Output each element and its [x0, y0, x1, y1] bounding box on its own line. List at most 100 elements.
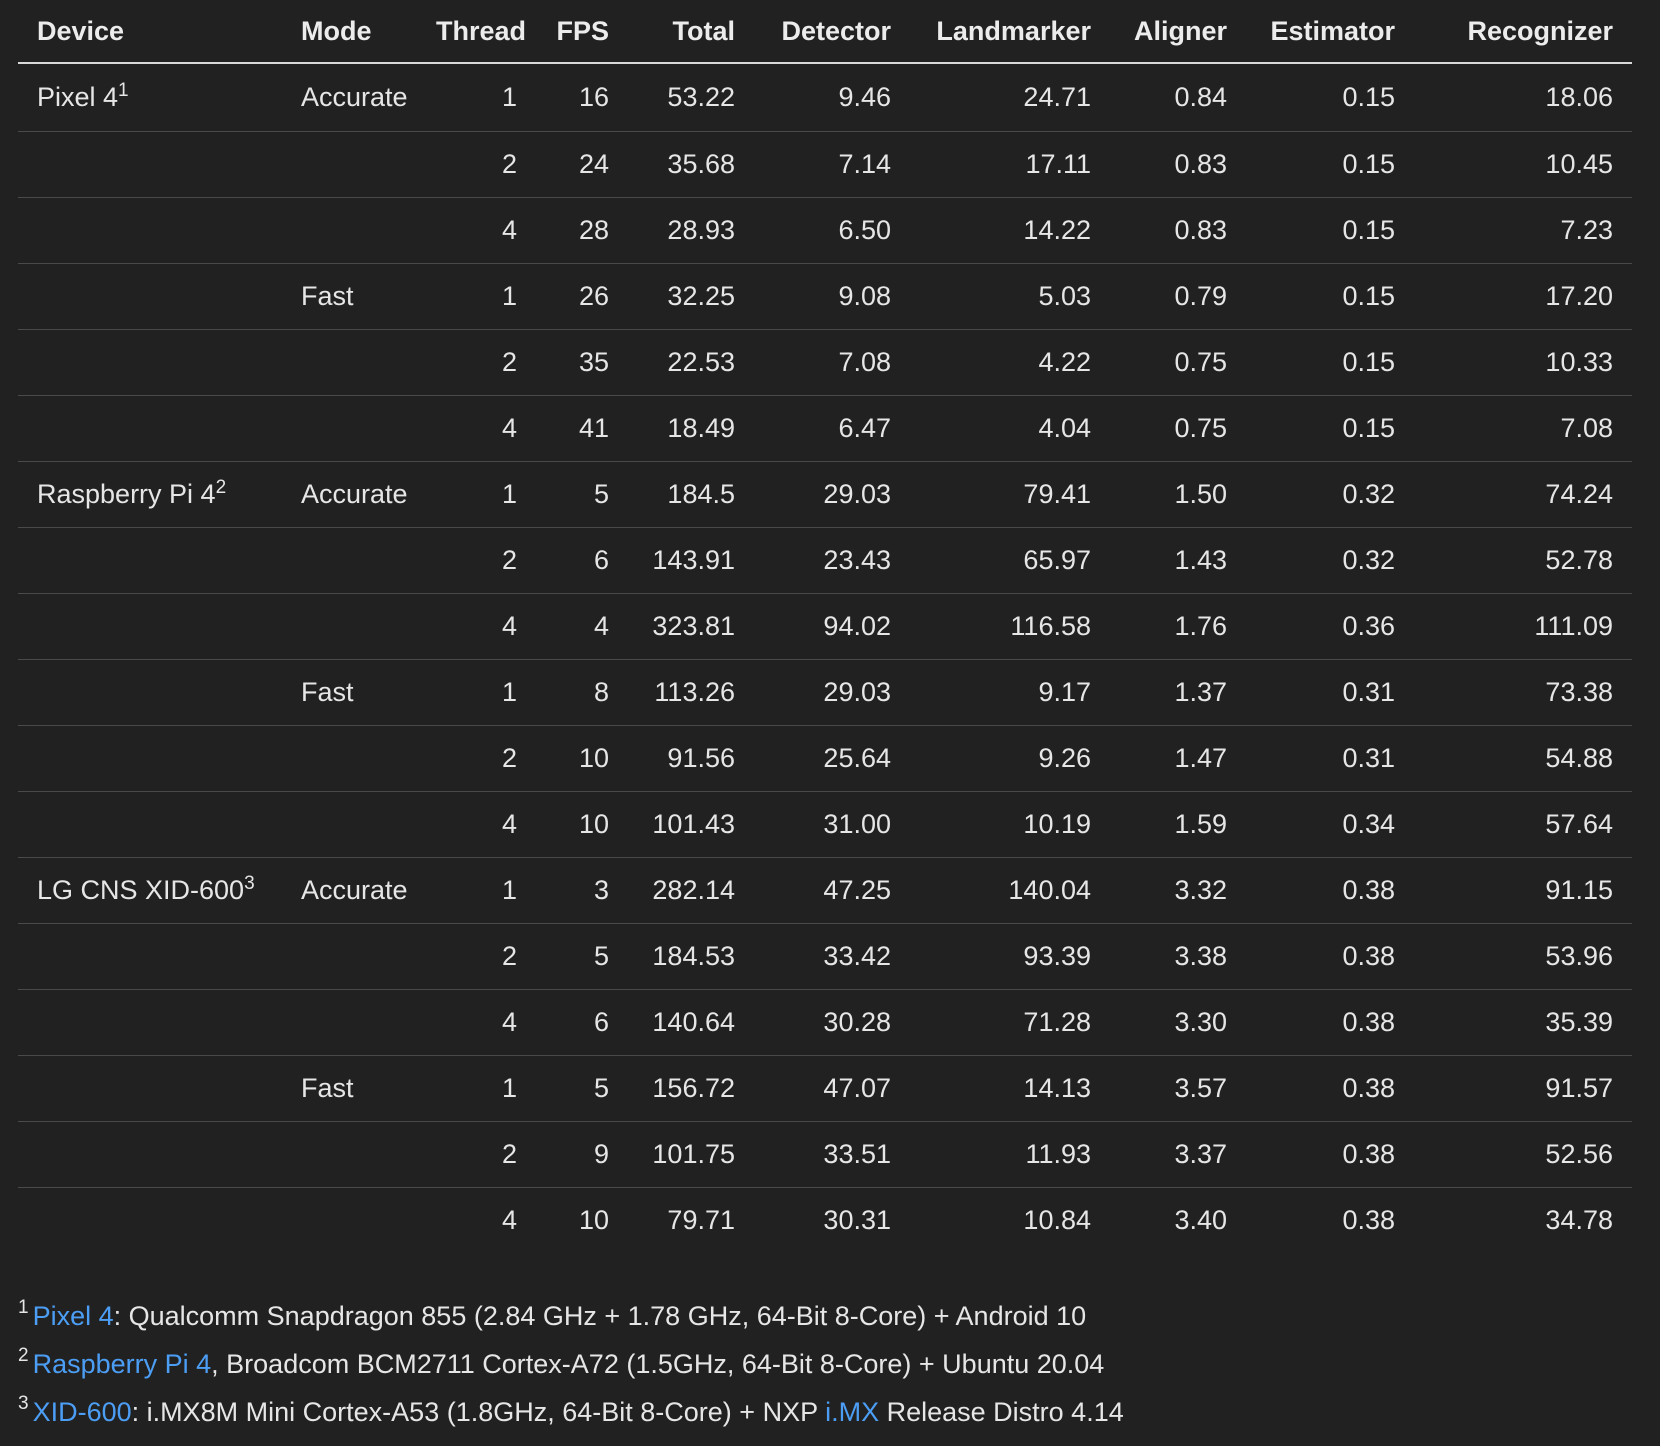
cell-fps: 5	[536, 461, 628, 528]
cell-fps: 6	[536, 989, 628, 1056]
cell-estimator: 0.32	[1246, 461, 1414, 528]
cell-fps: 6	[536, 527, 628, 594]
table-row: 2 9 101.75 33.51 11.93 3.37 0.38 52.56	[18, 1121, 1632, 1188]
cell-thread: 4	[417, 197, 536, 264]
cell-device	[18, 593, 282, 660]
cell-mode	[282, 131, 417, 198]
cell-total: 143.91	[628, 527, 754, 594]
cell-device	[18, 197, 282, 264]
cell-detector: 6.47	[754, 395, 910, 462]
table-row: 2 35 22.53 7.08 4.22 0.75 0.15 10.33	[18, 329, 1632, 396]
cell-mode	[282, 725, 417, 792]
cell-estimator: 0.36	[1246, 593, 1414, 660]
cell-estimator: 0.15	[1246, 131, 1414, 198]
header-fps: FPS	[536, 0, 628, 64]
cell-aligner: 3.40	[1174, 1205, 1227, 1235]
cell-mode: Accurate	[282, 63, 417, 132]
cell-fps: 4	[536, 593, 628, 660]
cell-recognizer: 54.88	[1414, 725, 1632, 792]
footnote-text: : i.MX8M Mini Cortex-A53 (1.8GHz, 64-Bit…	[131, 1397, 826, 1427]
cell-mode	[282, 1188, 417, 1254]
cell-total: 53.22	[628, 63, 754, 132]
cell-estimator: 0.34	[1246, 791, 1414, 858]
cell-detector: 6.50	[754, 197, 910, 264]
cell-thread: 1	[417, 263, 536, 330]
cell-detector: 7.08	[754, 329, 910, 396]
cell-recognizer: 17.20	[1414, 263, 1632, 330]
cell-device	[18, 263, 282, 330]
footnote-number: 1	[18, 1297, 29, 1318]
pixel-4-link[interactable]: Pixel 4	[32, 1301, 114, 1331]
cell-estimator: 0.38	[1246, 923, 1414, 990]
cell-detector: 30.31	[823, 1205, 891, 1235]
cell-fps: 5	[536, 1055, 628, 1122]
cell-recognizer: 18.06	[1414, 63, 1632, 132]
cell-fps: 10	[578, 1205, 609, 1235]
cell-aligner: 1.47	[1110, 725, 1246, 792]
footnote-text: , Broadcom BCM2711 Cortex-A72 (1.5GHz, 6…	[211, 1349, 1105, 1379]
cell-estimator: 0.38	[1246, 1121, 1414, 1188]
table-body: Pixel 41 Accurate 1 16 53.22 9.46 24.71 0.84 0.1…	[18, 63, 1632, 1253]
cell-thread: 4	[417, 989, 536, 1056]
header-estimator: Estimator	[1246, 0, 1414, 64]
cell-detector: 29.03	[754, 461, 910, 528]
cell-total: 101.75	[628, 1121, 754, 1188]
cell-fps: 9	[536, 1121, 628, 1188]
cell-total: 79.71	[667, 1205, 735, 1235]
cell-detector: 29.03	[754, 659, 910, 726]
table-row: LG CNS XID-6003 Accurate 1 3 282.14 47.25 140.…	[18, 857, 1632, 924]
device-name: Raspberry Pi 4	[37, 479, 216, 509]
device-name: LG CNS XID-600	[37, 875, 245, 905]
cell-thread: 2	[417, 131, 536, 198]
cell-fps: 28	[536, 197, 628, 264]
cell-recognizer: 91.15	[1414, 857, 1632, 924]
cell-device	[18, 329, 282, 396]
table-row: Pixel 41 Accurate 1 16 53.22 9.46 24.71 0.84 0.1…	[18, 63, 1632, 132]
cell-estimator: 0.38	[1246, 1055, 1414, 1122]
cell-estimator: 0.38	[1246, 857, 1414, 924]
table-row: 4 4 323.81 94.02 116.58 1.76 0.36 111.09	[18, 593, 1632, 660]
cell-mode	[282, 395, 417, 462]
table-row: 4 10 101.43 31.00 10.19 1.59 0.34 57.64	[18, 791, 1632, 858]
cell-recognizer: 57.64	[1414, 791, 1632, 858]
cell-device: LG CNS XID-6003	[18, 857, 282, 924]
cell-fps: 41	[536, 395, 628, 462]
header-aligner: Aligner	[1110, 0, 1246, 64]
device-footnote-ref: 1	[118, 80, 129, 101]
xid-600-link[interactable]: XID-600	[32, 1397, 132, 1427]
header-detector: Detector	[754, 0, 910, 64]
cell-recognizer: 10.45	[1414, 131, 1632, 198]
cell-estimator: 0.15	[1246, 63, 1414, 132]
cell-detector: 33.42	[754, 923, 910, 990]
cell-aligner: 1.76	[1110, 593, 1246, 660]
cell-estimator: 0.38	[1246, 989, 1414, 1056]
imx-link[interactable]: i.MX	[825, 1397, 880, 1427]
cell-thread: 1	[417, 857, 536, 924]
device-name: Pixel 4	[37, 82, 119, 112]
cell-total: 101.43	[628, 791, 754, 858]
cell-device	[18, 1188, 282, 1254]
cell-device	[18, 1055, 282, 1122]
cell-device	[18, 1121, 282, 1188]
footnote-1: 1 Pixel 4: Qualcomm Snapdragon 855 (2.84 …	[18, 1292, 1124, 1340]
cell-landmarker: 14.22	[910, 197, 1110, 264]
cell-total: 18.49	[628, 395, 754, 462]
cell-landmarker: 14.13	[910, 1055, 1110, 1122]
footnote-text-tail: Release Distro 4.14	[879, 1397, 1124, 1427]
cell-thread: 2	[417, 329, 536, 396]
cell-thread: 2	[417, 725, 536, 792]
header-total: Total	[628, 0, 754, 64]
raspberry-pi-4-link[interactable]: Raspberry Pi 4	[32, 1349, 212, 1379]
cell-fps: 5	[536, 923, 628, 990]
cell-aligner: 0.84	[1110, 63, 1246, 132]
cell-total: 22.53	[628, 329, 754, 396]
table-row: 4 10 79.71 30.31 10.84 3.40 0.38 34.78	[18, 1188, 1632, 1254]
footnotes: 1 Pixel 4: Qualcomm Snapdragon 855 (2.84 …	[18, 1292, 1124, 1436]
cell-mode	[282, 1121, 417, 1188]
cell-device	[18, 791, 282, 858]
cell-device	[18, 989, 282, 1056]
cell-landmarker: 9.17	[910, 659, 1110, 726]
cell-recognizer: 52.78	[1414, 527, 1632, 594]
table-row: 2 24 35.68 7.14 17.11 0.83 0.15 10.45	[18, 131, 1632, 198]
cell-landmarker: 17.11	[910, 131, 1110, 198]
